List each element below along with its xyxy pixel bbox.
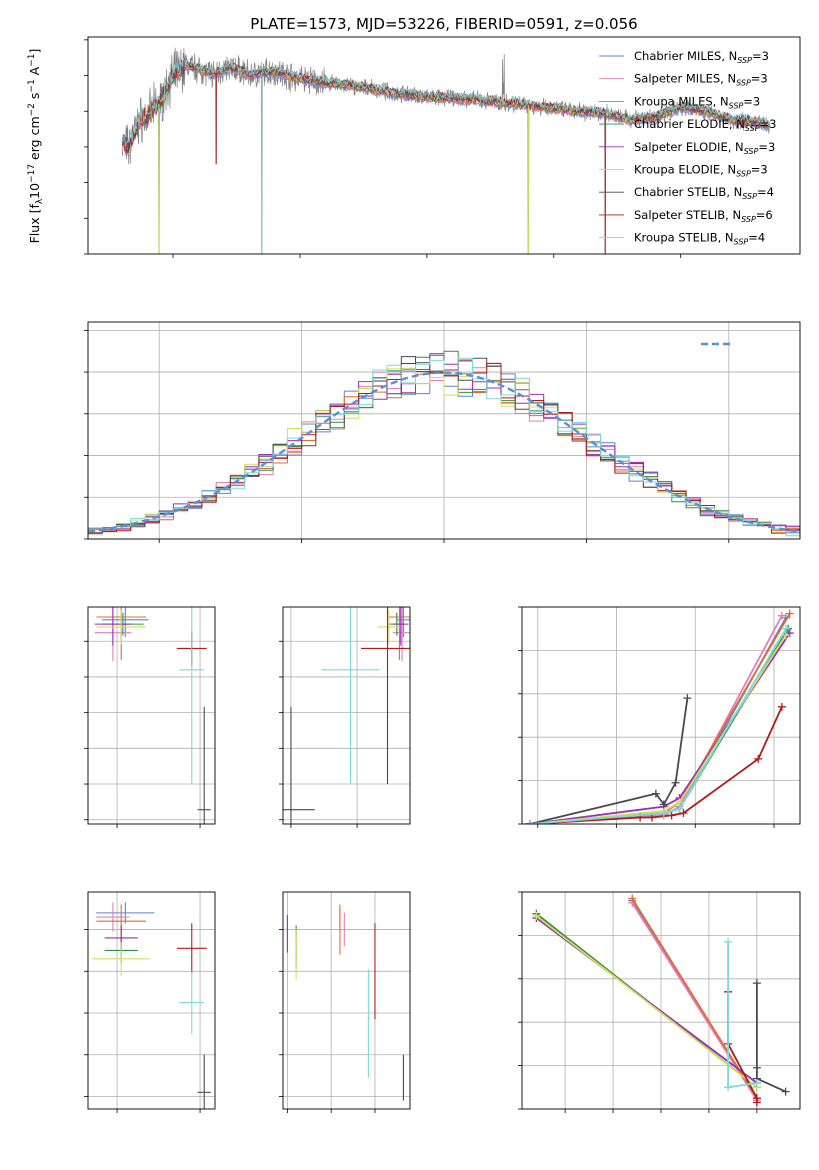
weight-marker-salpeter-stelib	[752, 1098, 761, 1107]
weight-marker-kroupa-miles	[785, 609, 794, 618]
weight-lines	[532, 894, 790, 1107]
histogram-steps	[88, 350, 800, 537]
plot-area	[283, 892, 410, 1109]
weight-marker-kroupa-stelib	[525, 820, 534, 824]
weight-marker-kroupa-stelib	[781, 624, 790, 633]
legend-label-kroupa-elodie: Kroupa ELODIE, NSSP=3	[634, 163, 768, 179]
axes-frame	[521, 891, 801, 1110]
weight-marker-salpeter-stelib	[754, 754, 763, 763]
figure-title: PLATE=1573, MJD=53226, FIBERID=0591, z=0…	[250, 15, 637, 33]
y-axis-label: Flux [fλ10−17 erg cm−2 s−1 A−1]	[27, 49, 45, 244]
weight-marker-kroupa-miles	[628, 894, 637, 903]
model-spectrum-chabrier-stelib	[121, 61, 770, 154]
mass-weight-vs-age-panel	[518, 606, 801, 828]
weight-line-chabrier-stelib	[756, 983, 786, 1093]
spectrum-lines	[121, 47, 770, 254]
age-vs-metallicity-panel	[84, 606, 216, 828]
mass-vs-metallicity-panel	[84, 891, 216, 1113]
weight-line-kroupa-elodie	[535, 915, 758, 1089]
weight-marker-kroupa-elodie	[532, 911, 541, 920]
axes-frame	[87, 606, 216, 825]
weight-line-kroupa-stelib	[529, 628, 787, 824]
residual-histogram-panel	[84, 321, 801, 543]
weight-marker-kroupa-stelib	[724, 937, 733, 946]
weight-marker-salpeter-stelib	[777, 702, 786, 711]
plot-area	[283, 607, 410, 824]
plot-area	[88, 607, 215, 824]
errorbars	[286, 904, 404, 1101]
weight-marker-chabrier-stelib	[683, 694, 692, 703]
axes-frame	[282, 891, 411, 1110]
axes-frame	[87, 321, 801, 540]
legend-label-chabrier-miles: Chabrier MILES, NSSP=3	[634, 49, 769, 65]
weight-marker-salpeter-stelib	[667, 811, 676, 820]
mass-vs-extinction-panel	[279, 891, 411, 1113]
axes-frame	[521, 606, 801, 825]
spectrum-panel: Flux [fλ10−17 erg cm−2 s−1 A−1] Chabrier …	[27, 36, 801, 258]
legend-label-chabrier-elodie: Chabrier ELODIE, NSSP=3	[634, 117, 776, 133]
axes-frame	[282, 606, 411, 825]
weight-marker-salpeter-stelib	[679, 809, 688, 818]
legend-label-salpeter-miles: Salpeter MILES, NSSP=3	[634, 72, 768, 88]
axes-frame	[87, 891, 216, 1110]
weight-marker-kroupa-stelib	[659, 809, 668, 818]
axes-frame	[87, 36, 801, 255]
weight-marker-chabrier-stelib	[659, 800, 668, 809]
legend-label-kroupa-miles: Kroupa MILES, NSSP=3	[634, 94, 760, 110]
weight-marker-kroupa-stelib	[724, 1083, 733, 1092]
weight-marker-chabrier-stelib	[752, 979, 761, 988]
mass-weight-vs-metallicity-panel	[518, 891, 801, 1113]
weight-marker-chabrier-stelib	[651, 789, 660, 798]
legend-label-chabrier-stelib: Chabrier STELIB, NSSP=4	[634, 185, 774, 201]
weight-marker-kroupa-stelib	[752, 1078, 761, 1087]
weight-marker-chabrier-stelib	[752, 1063, 761, 1072]
legend-label-salpeter-stelib: Salpeter STELIB, NSSP=6	[634, 208, 773, 224]
age-vs-mass-panel	[279, 606, 411, 828]
spectrum-legend: Chabrier MILES, NSSP=3 Salpeter MILES, NS…	[599, 49, 776, 247]
weight-lines	[525, 609, 794, 824]
histogram-kroupa-stelib	[88, 357, 800, 537]
plot-area	[88, 892, 215, 1109]
model-spectrum-kroupa-stelib	[121, 57, 770, 148]
errorbars	[94, 607, 211, 824]
weight-marker-chabrier-stelib	[781, 1087, 790, 1096]
plot-area	[522, 607, 800, 824]
legend-label-salpeter-elodie: Salpeter ELODIE, NSSP=3	[634, 140, 775, 156]
legend-label-kroupa-stelib: Kroupa STELIB, NSSP=4	[634, 231, 765, 247]
weight-marker-salpeter-miles	[777, 611, 786, 620]
weight-marker-chabrier-stelib	[671, 778, 680, 787]
errorbars	[92, 902, 211, 1109]
normal-fit-curve	[88, 371, 800, 533]
weight-line-kroupa-miles	[631, 898, 758, 1099]
weight-marker-kroupa-stelib	[675, 804, 684, 813]
errorbars	[283, 607, 410, 824]
